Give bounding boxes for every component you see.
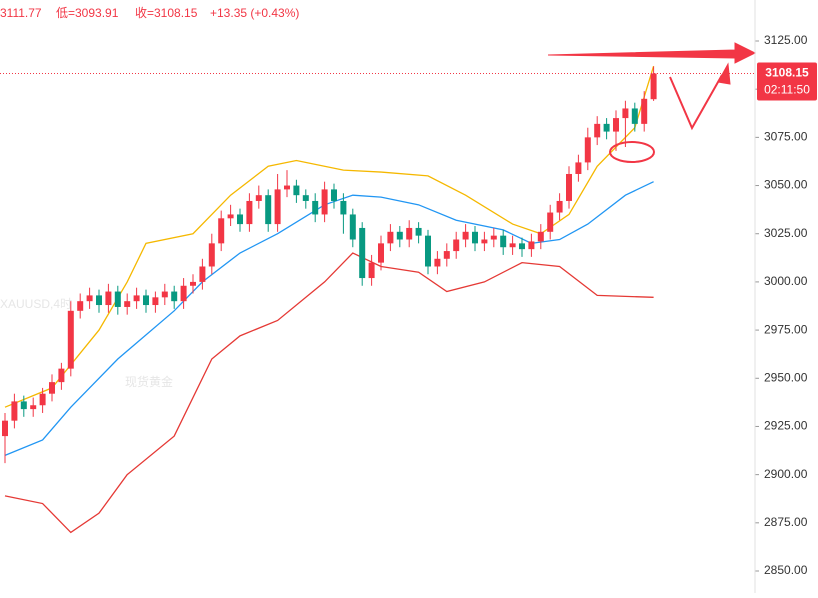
y-tick-label: 2950.00 <box>764 370 808 384</box>
candle-body <box>490 235 497 240</box>
candle-body <box>481 239 488 244</box>
candle-body <box>255 195 262 201</box>
candle-body <box>77 301 84 311</box>
band-line <box>4 65 655 408</box>
candle-body <box>396 231 403 240</box>
watermark: XAUUSD,4时 <box>0 297 72 311</box>
candle-body <box>584 137 591 163</box>
y-tick-label: 3000.00 <box>764 274 808 288</box>
candle-body <box>105 291 112 306</box>
candle-body <box>462 231 469 240</box>
band-line <box>4 181 654 456</box>
highlight-ellipse <box>609 141 655 163</box>
y-tick-label: 2975.00 <box>764 322 808 336</box>
candle-body <box>349 214 356 240</box>
candle-body <box>190 281 196 286</box>
price-label-box <box>757 62 817 101</box>
candle-body <box>11 401 18 421</box>
y-tick-label: 2900.00 <box>764 467 808 481</box>
candle-body <box>208 243 215 267</box>
candle-body <box>2 420 8 437</box>
candle-body <box>340 200 347 215</box>
candle-body <box>321 189 328 215</box>
candle-body <box>124 301 131 307</box>
candle-body <box>218 218 225 244</box>
arrow-head <box>717 62 731 85</box>
candle-body <box>594 123 601 138</box>
candle-body <box>603 123 610 132</box>
candle-body <box>378 243 384 263</box>
candle-body <box>274 189 281 225</box>
candle-body <box>96 295 102 306</box>
candle-body <box>293 185 300 196</box>
candle-body <box>143 295 149 306</box>
candle-body <box>312 200 319 215</box>
y-tick-label: 3025.00 <box>764 226 808 240</box>
candle-body <box>331 189 337 201</box>
arrow-right <box>547 42 757 64</box>
candle-body <box>152 297 159 306</box>
candle-body <box>575 162 582 174</box>
y-tick-label: 2875.00 <box>764 515 808 529</box>
candle-body <box>434 258 441 267</box>
candle-body <box>86 295 93 302</box>
candle-body <box>302 195 309 201</box>
candle-body <box>641 98 648 124</box>
candle-body <box>30 405 37 410</box>
candle-body <box>114 291 121 307</box>
ohlc-high: 3111.77 <box>0 6 42 20</box>
candle-body <box>406 227 413 240</box>
candle-body <box>246 200 253 225</box>
candle-body <box>265 195 272 225</box>
candle-body <box>368 262 375 279</box>
ohlc-change: +13.35 (+0.43%) <box>210 6 299 20</box>
candle-body <box>500 235 507 248</box>
candle-body <box>509 243 516 248</box>
y-tick-label: 2925.00 <box>764 419 808 433</box>
candle-body <box>622 108 629 119</box>
ohlc-close: 收=3108.15 <box>135 6 198 20</box>
band-line <box>4 252 654 534</box>
ohlc-low: 低=3093.91 <box>56 6 119 20</box>
countdown-label: 02:11:50 <box>764 83 810 97</box>
candle-body <box>613 118 619 132</box>
candle-body <box>453 239 460 252</box>
y-tick-label: 2850.00 <box>764 563 808 577</box>
candle-body <box>58 368 65 383</box>
candle-body <box>528 241 535 250</box>
candle-body <box>519 243 525 250</box>
candle-body <box>650 73 657 100</box>
candle-body <box>20 401 27 410</box>
candle-body <box>161 291 168 298</box>
candle-body <box>284 185 290 190</box>
candle-body <box>359 227 366 279</box>
candle-body <box>537 231 544 242</box>
candle-body <box>180 285 187 302</box>
candle-body <box>415 227 422 236</box>
candle-body <box>443 251 450 259</box>
candle-body <box>472 231 478 244</box>
price-label: 3108.15 <box>765 66 809 80</box>
candle-body <box>227 214 234 219</box>
candle-body <box>67 310 74 369</box>
candle-body <box>425 235 431 267</box>
candle-body <box>566 173 572 201</box>
candle-body <box>556 200 563 213</box>
candle-body <box>171 291 178 302</box>
candle-body <box>547 212 554 232</box>
candle-body <box>39 393 46 406</box>
y-tick-label: 3125.00 <box>764 33 808 47</box>
candle-body <box>387 231 394 244</box>
y-tick-label: 3075.00 <box>764 130 808 144</box>
y-tick-label: 3050.00 <box>764 178 808 192</box>
arrow-zigzag <box>669 74 723 131</box>
candle-body <box>133 295 140 302</box>
candle-body <box>199 266 206 282</box>
candle-body <box>237 214 243 225</box>
candle-body <box>49 382 55 394</box>
candle-body <box>631 108 638 124</box>
watermark-sub: 现货黄金 <box>125 374 173 389</box>
annotations <box>547 42 757 163</box>
